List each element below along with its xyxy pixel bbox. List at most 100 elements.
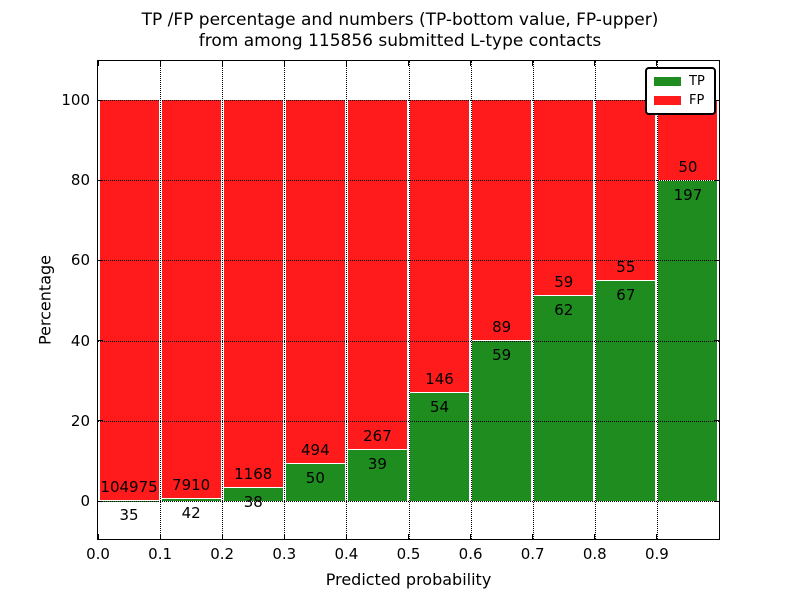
x-tick-mark <box>470 534 472 539</box>
bar-segment-fp <box>285 100 345 465</box>
x-tick-label: 0.2 <box>210 545 235 563</box>
x-tick-label: 0.6 <box>458 545 483 563</box>
legend-swatch-tp <box>654 77 681 86</box>
gridline-vertical <box>470 61 472 539</box>
x-tick-mark <box>594 61 596 66</box>
y-tick-mark <box>98 420 103 422</box>
x-axis-label: Predicted probability <box>325 570 492 589</box>
x-tick-mark <box>656 61 658 66</box>
bar-label-tp: 67 <box>616 285 636 304</box>
bar-segment-tp <box>285 464 345 501</box>
gridline-vertical <box>594 61 596 539</box>
bar-segment-fp <box>223 100 283 489</box>
bar-segment-fp <box>410 100 470 393</box>
bar-label-fp: 1168 <box>234 465 273 484</box>
legend-entry-tp: TP <box>654 75 705 88</box>
y-tick-label: 60 <box>70 251 90 270</box>
bar-label-fp: 55 <box>616 257 636 276</box>
x-tick-mark <box>345 61 347 66</box>
bar-label-tp: 42 <box>181 503 201 522</box>
bar-segment-fp <box>534 100 594 296</box>
bar-segment-fp <box>347 100 407 450</box>
x-tick-mark <box>532 61 534 66</box>
x-tick-mark <box>470 61 472 66</box>
bar-segment-fp <box>99 100 159 501</box>
x-tick-mark <box>345 534 347 539</box>
bar-label-fp: 89 <box>492 318 512 337</box>
x-tick-mark <box>408 534 409 539</box>
y-tick-mark <box>714 420 719 422</box>
y-tick-mark <box>98 259 103 261</box>
legend-swatch-fp <box>654 96 681 105</box>
bar-label-tp: 54 <box>430 397 450 416</box>
x-tick-mark <box>221 534 223 539</box>
gridline-vertical <box>284 61 286 539</box>
bar-segment-fp <box>161 100 221 499</box>
bar-label-tp: 38 <box>243 493 263 512</box>
legend-label-fp: FP <box>689 93 705 108</box>
chart-title-line2: from among 115856 submitted L-type conta… <box>198 31 602 51</box>
x-tick-mark <box>97 534 99 539</box>
bar-label-tp: 50 <box>305 469 325 488</box>
y-tick-label: 80 <box>70 171 90 190</box>
gridline-vertical <box>408 61 410 539</box>
x-tick-label: 0.7 <box>520 545 545 563</box>
x-tick-mark <box>97 61 99 66</box>
legend-entry-fp: FP <box>654 94 705 107</box>
plot-area: 104975 35 7910 42 1168 38 494 50 267 39 146 54 89 59 5… <box>97 60 720 540</box>
y-tick-mark <box>98 500 103 502</box>
x-tick-mark <box>283 534 285 539</box>
x-tick-mark <box>159 534 161 539</box>
bar-segment-tp <box>596 280 656 501</box>
bar-segment-tp <box>161 498 221 501</box>
bar-label-fp: 104975 <box>100 477 158 496</box>
x-tick-mark <box>594 534 596 539</box>
y-tick-mark <box>98 99 103 101</box>
y-tick-mark <box>98 179 103 181</box>
bar-label-fp: 146 <box>425 369 454 388</box>
bar-segment-tp <box>410 392 470 501</box>
chart-title: TP /FP percentage and numbers (TP-bottom… <box>0 10 800 52</box>
y-tick-label: 20 <box>70 411 90 430</box>
bar-label-tp: 35 <box>119 505 139 524</box>
bar-label-fp: 267 <box>363 426 392 445</box>
x-tick-mark <box>221 61 223 66</box>
y-tick-mark <box>714 259 719 261</box>
bar-label-tp: 62 <box>554 300 574 319</box>
gridline-vertical <box>532 61 534 539</box>
y-tick-label: 0 <box>80 492 90 510</box>
gridline-vertical <box>656 61 658 539</box>
y-tick-mark <box>714 500 719 502</box>
bar-segment-tp <box>347 449 407 501</box>
bar-segment-tp <box>534 295 594 501</box>
y-tick-mark <box>714 179 719 181</box>
gridline-vertical <box>346 61 348 539</box>
x-tick-label: 0.8 <box>582 545 607 563</box>
bar-label-tp: 197 <box>673 186 703 205</box>
bar-segment-fp <box>596 100 656 281</box>
legend: TP FP <box>645 67 716 115</box>
y-tick-mark <box>98 340 103 342</box>
x-tick-label: 0.0 <box>86 545 110 563</box>
x-tick-mark <box>656 534 658 539</box>
gridline-vertical <box>222 61 224 539</box>
x-tick-label: 0.4 <box>334 545 359 563</box>
x-tick-label: 0.9 <box>644 545 669 563</box>
bar-segment-tp <box>223 488 283 501</box>
bar-label-tp: 39 <box>367 454 387 473</box>
x-tick-label: 0.5 <box>396 545 421 563</box>
x-tick-label: 0.1 <box>148 545 173 563</box>
bar-label-fp: 494 <box>301 441 330 460</box>
bar-label-fp: 7910 <box>172 475 211 494</box>
x-tick-label: 0.3 <box>272 545 297 563</box>
y-tick-mark <box>714 340 719 342</box>
x-tick-mark <box>408 61 409 66</box>
x-tick-mark <box>532 534 534 539</box>
bar-label-fp: 50 <box>678 158 698 177</box>
y-tick-mark <box>714 99 719 101</box>
y-tick-label: 100 <box>61 91 90 109</box>
legend-label-tp: TP <box>689 74 705 89</box>
bar-segment-fp <box>472 100 532 342</box>
bar-label-tp: 59 <box>492 346 512 365</box>
